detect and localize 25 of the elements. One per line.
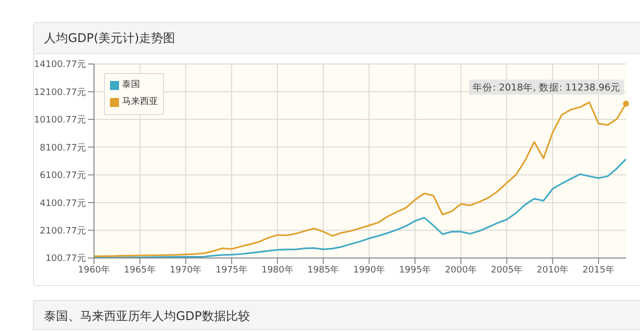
x-tick-label: 2015年 — [582, 264, 614, 276]
x-tick-label: 1985年 — [307, 264, 340, 276]
x-tick-label: 1980年 — [261, 264, 294, 276]
y-tick-label: 4100.77元 — [40, 198, 86, 209]
x-tick-label: 2010年 — [536, 264, 569, 276]
x-tick-label: 1975年 — [216, 264, 248, 276]
chart-title: 人均GDP(美元计)走势图 — [34, 23, 640, 54]
y-tick-label: 12100.77元 — [34, 86, 86, 98]
x-tick-label: 1965年 — [124, 264, 156, 276]
legend-label: 泰国 — [122, 78, 140, 92]
y-tick-label: 2100.77元 — [40, 225, 86, 236]
y-tick-label: 100.77元 — [46, 253, 86, 264]
text: 泰国、马来西亚历年人均GDP数据比较 — [33, 300, 640, 330]
y-tick-label: 14100.77元 — [34, 59, 86, 70]
y-tick-label: 10100.77元 — [34, 114, 86, 126]
x-tick-label: 1960年 — [78, 264, 110, 276]
x-tick-label: 1970年 — [170, 264, 202, 276]
x-tick-label: 1995年 — [399, 264, 431, 276]
y-tick-label: 6100.77元 — [40, 170, 86, 182]
y-tick-label: 8100.77元 — [40, 142, 86, 154]
x-tick-label: 2000年 — [444, 264, 477, 276]
annotation: 年份: 2018年, 数据: 11238.96元 — [472, 82, 621, 94]
x-tick-label: 2005年 — [490, 264, 523, 276]
legend-label: 马来西亚 — [122, 96, 158, 109]
x-tick-label: 1990年 — [353, 264, 386, 276]
